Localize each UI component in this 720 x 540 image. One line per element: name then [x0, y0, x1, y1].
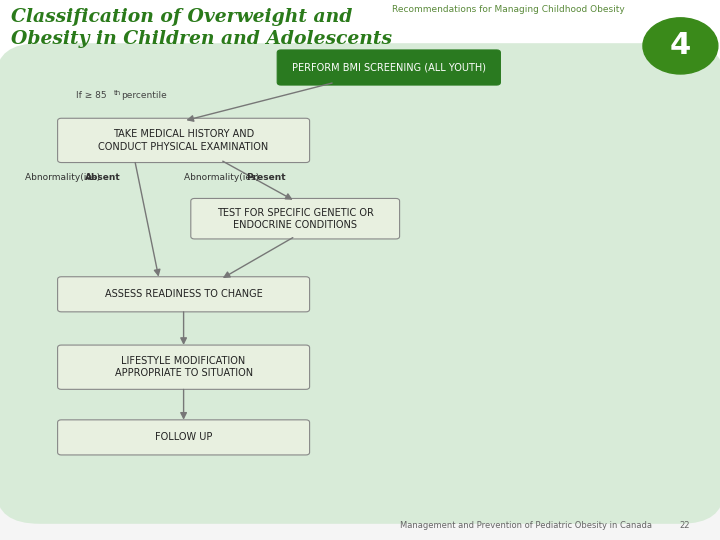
Text: Abnormality(ies): Abnormality(ies) [184, 173, 261, 181]
FancyBboxPatch shape [0, 43, 720, 524]
FancyBboxPatch shape [58, 420, 310, 455]
FancyBboxPatch shape [0, 0, 720, 78]
Text: Abnormality(ies): Abnormality(ies) [25, 173, 103, 181]
Text: Management and Prevention of Pediatric Obesity in Canada: Management and Prevention of Pediatric O… [400, 521, 652, 530]
Text: FOLLOW UP: FOLLOW UP [155, 433, 212, 442]
Text: 4: 4 [670, 31, 691, 60]
Text: LIFESTYLE MODIFICATION
APPROPRIATE TO SITUATION: LIFESTYLE MODIFICATION APPROPRIATE TO SI… [114, 356, 253, 379]
Circle shape [643, 18, 718, 74]
Text: TAKE MEDICAL HISTORY AND
CONDUCT PHYSICAL EXAMINATION: TAKE MEDICAL HISTORY AND CONDUCT PHYSICA… [99, 129, 269, 152]
Text: th: th [114, 90, 121, 96]
FancyBboxPatch shape [191, 199, 400, 239]
FancyBboxPatch shape [58, 345, 310, 389]
Text: Classification of Overweight and
Obesity in Children and Adolescents: Classification of Overweight and Obesity… [11, 8, 392, 48]
Text: TEST FOR SPECIFIC GENETIC OR
ENDOCRINE CONDITIONS: TEST FOR SPECIFIC GENETIC OR ENDOCRINE C… [217, 207, 374, 230]
FancyBboxPatch shape [58, 276, 310, 312]
Text: If ≥ 85: If ≥ 85 [76, 91, 107, 100]
Text: PERFORM BMI SCREENING (ALL YOUTH): PERFORM BMI SCREENING (ALL YOUTH) [292, 63, 486, 72]
Text: 22: 22 [680, 521, 690, 530]
Text: Absent: Absent [85, 173, 121, 181]
FancyBboxPatch shape [277, 50, 500, 85]
Text: ASSESS READINESS TO CHANGE: ASSESS READINESS TO CHANGE [104, 289, 263, 299]
Text: percentile: percentile [121, 91, 167, 100]
Text: Recommendations for Managing Childhood Obesity: Recommendations for Managing Childhood O… [392, 5, 625, 15]
FancyBboxPatch shape [58, 118, 310, 163]
Text: Present: Present [246, 173, 286, 181]
